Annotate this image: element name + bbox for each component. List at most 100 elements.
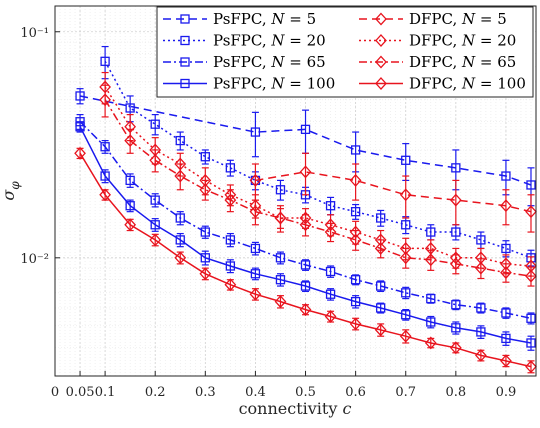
legend-label-variable: N xyxy=(270,10,285,28)
data-point xyxy=(426,293,436,304)
series-group xyxy=(249,152,537,233)
legend-label-value: = 100 xyxy=(475,75,526,93)
y-axis-title-text: σφ xyxy=(0,181,22,201)
data-point xyxy=(476,303,486,313)
x-tick-label: 0.9 xyxy=(496,385,517,400)
data-point xyxy=(501,308,511,318)
legend-item: PsFPC, N = 5 xyxy=(163,10,316,28)
data-point xyxy=(150,220,160,230)
data-point xyxy=(475,261,487,275)
legend-marker xyxy=(180,78,190,89)
data-point xyxy=(500,266,512,280)
data-point xyxy=(324,310,337,323)
data-point xyxy=(349,317,362,331)
data-point xyxy=(350,207,361,217)
plot-frame xyxy=(54,5,537,377)
legend-label-method: DFPC, xyxy=(409,75,462,93)
data-point xyxy=(250,127,261,137)
legend-label: PsFPC, N = 65 xyxy=(213,53,326,71)
data-point xyxy=(525,205,537,219)
legend-item: DFPC, N = 5 xyxy=(359,10,507,28)
legend-label-value: = 100 xyxy=(285,75,336,93)
legend-label-variable: N xyxy=(461,32,476,50)
data-point xyxy=(199,183,212,197)
data-point xyxy=(274,211,287,225)
data-point xyxy=(350,296,361,307)
legend-label-method: DFPC, xyxy=(409,53,462,71)
legend-label-value: = 5 xyxy=(475,10,507,28)
x-tick-label: 0.1 xyxy=(95,385,116,400)
data-point xyxy=(200,152,210,162)
data-point xyxy=(350,275,361,285)
data-point xyxy=(149,233,162,247)
data-point xyxy=(125,103,135,113)
data-point xyxy=(451,227,461,237)
series-group xyxy=(99,84,537,287)
data-point xyxy=(299,165,312,179)
x-tick-label: 0.7 xyxy=(395,385,416,400)
y-axis-title: σφ xyxy=(0,181,22,201)
legend-label: DFPC, N = 20 xyxy=(409,32,516,50)
data-point xyxy=(526,338,536,348)
x-axis: 0 0.05 0.1 0.2 0.3 0.4 0.5 0.6 0.7 0.8 0.9 xyxy=(51,371,516,400)
data-point xyxy=(275,253,286,263)
data-point xyxy=(426,317,436,327)
legend-label: DFPC, N = 100 xyxy=(409,75,526,93)
legend-marker xyxy=(180,35,190,46)
y-tick-label: 10⁻¹ xyxy=(20,26,49,41)
data-point xyxy=(174,169,187,183)
x-tick-label: 0.5 xyxy=(295,385,316,400)
data-point xyxy=(500,354,512,368)
data-point xyxy=(501,333,511,344)
data-point xyxy=(325,201,336,211)
data-point xyxy=(300,124,311,135)
data-point xyxy=(350,145,361,155)
legend-marker xyxy=(180,57,190,67)
x-tick-label: 0.3 xyxy=(195,385,216,400)
data-point xyxy=(401,288,411,298)
data-point xyxy=(449,341,462,355)
data-point xyxy=(526,180,536,190)
data-point xyxy=(249,205,262,219)
data-point xyxy=(249,287,262,301)
data-point xyxy=(300,260,311,270)
legend-label-method: DFPC, xyxy=(409,10,462,28)
series-group xyxy=(75,114,536,325)
data-point xyxy=(424,336,437,350)
legend-label-method: PsFPC, xyxy=(213,53,271,71)
data-point xyxy=(174,251,187,265)
legend-label-method: DFPC, xyxy=(409,32,462,50)
x-tick-label: 0.6 xyxy=(345,385,366,400)
legend-label-variable: N xyxy=(270,53,285,71)
series-group xyxy=(75,121,536,351)
data-point xyxy=(501,243,511,254)
legend-item: PsFPC, N = 100 xyxy=(163,75,335,93)
data-point xyxy=(224,193,237,207)
legend-item: DFPC, N = 100 xyxy=(359,75,526,93)
data-point xyxy=(175,135,185,146)
legend-marker xyxy=(180,14,190,24)
data-point xyxy=(200,227,210,237)
data-point xyxy=(100,142,110,152)
data-point xyxy=(224,278,237,292)
data-point xyxy=(274,295,287,309)
data-point xyxy=(376,213,386,223)
series-layer xyxy=(74,45,537,374)
data-point xyxy=(275,275,286,285)
legend-label: PsFPC, N = 100 xyxy=(213,75,335,93)
legend-label-method: PsFPC, xyxy=(213,75,271,93)
data-point xyxy=(449,257,462,271)
data-point xyxy=(525,269,537,283)
data-point xyxy=(349,233,362,247)
legend-label-value: = 65 xyxy=(475,53,516,71)
legend-label-variable: N xyxy=(270,75,285,93)
data-point xyxy=(426,227,436,237)
x-axis-title-variable: c xyxy=(342,399,351,418)
legend-marker xyxy=(375,12,387,26)
legend-label: DFPC, N = 5 xyxy=(409,10,507,28)
data-point xyxy=(125,201,135,211)
data-point xyxy=(175,235,185,245)
data-point xyxy=(275,185,286,195)
